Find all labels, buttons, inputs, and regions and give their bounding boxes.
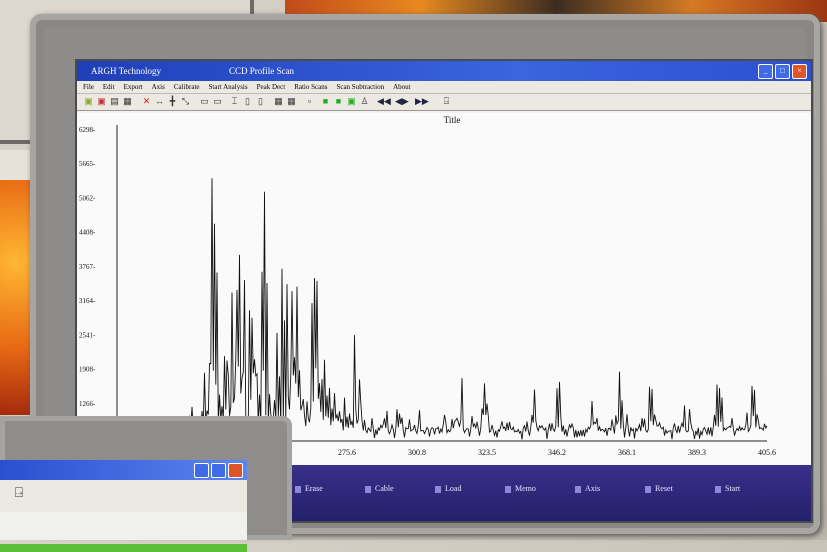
x-tick-label: 405.6 [758,448,776,457]
x-tick-label: 368.1 [618,448,636,457]
arrows-icon[interactable]: ↔ [155,96,164,106]
front-status-strip [0,544,247,552]
close-button[interactable]: × [792,64,807,79]
fast-forward-icon[interactable]: ▶▶ [415,96,429,106]
rewind-icon[interactable]: ◀◀ [377,96,391,106]
cut-icon[interactable]: ✕ [142,96,151,106]
door-exit-icon[interactable]: ⍈ [443,96,450,106]
x-tick-label: 346.2 [548,448,566,457]
green-stop-icon[interactable]: ■ [335,96,342,106]
application-window: ARGH Technology CCD Profile Scan _ □ × F… [75,59,813,523]
menu-bar: File Edit Export Axis Calibrate Start An… [77,81,811,94]
green-start-icon[interactable]: ■ [322,96,329,106]
open-icon[interactable]: ▣ [84,96,93,106]
menu-edit[interactable]: Edit [102,83,115,91]
copy-icon[interactable]: ▣ [347,96,356,106]
front-minimize-button[interactable] [194,463,209,478]
peak-icon[interactable]: ▭ [213,96,222,106]
y-tick-label: 5062- [79,194,96,202]
app-title: ARGH Technology [91,66,161,76]
chart-title: Title [444,115,461,125]
spectrum-line-series [116,178,768,440]
load-button[interactable]: Load [435,481,461,497]
y-tick-label: 4408- [79,229,96,237]
toolbar: ▣ ▣ ▤ ▦ ✕ ↔ ╋ ⤡ ▭ ▭ ⌶ ▯ ▯ ▦ ▦ ▫ ■ ■ ▣ ♙ … [77,94,811,111]
erase-button[interactable]: Erase [295,481,323,497]
y-tick-label: 1266- [79,400,96,408]
prev-next-icon[interactable]: ◀▶ [395,96,409,106]
menu-scan-subtraction[interactable]: Scan Subtraction [336,83,385,91]
cursor-icon[interactable]: ╋ [169,96,176,106]
reset-button[interactable]: Reset [645,481,673,497]
front-maximize-button[interactable] [211,463,226,478]
y-tick-label: 3767- [79,263,96,271]
menu-start-analysis[interactable]: Start Analysis [208,83,248,91]
x-tick-label: 389.3 [688,448,706,457]
y-tick-label: 6298- [79,126,96,134]
front-monitor-frame: ⍈ [0,416,292,552]
front-toolbar: ⍈ [0,480,247,512]
menu-file[interactable]: File [83,83,94,91]
plot-icon[interactable]: ⌶ [231,96,238,106]
start-button[interactable]: Start [715,481,740,497]
zoom-icon[interactable]: ⤡ [181,96,190,106]
axis-button[interactable]: Axis [575,481,600,497]
print-preview-icon[interactable]: ▦ [123,96,132,106]
square-icon[interactable]: ▫ [307,96,312,106]
menu-about[interactable]: About [393,83,411,91]
save-icon[interactable]: ▣ [97,96,106,106]
x-tick-label: 300.8 [408,448,426,457]
grid-icon[interactable]: ▭ [200,96,209,106]
y-tick-label: 3164- [79,297,96,305]
chart-icon[interactable]: ▦ [287,96,296,106]
minimize-button[interactable]: _ [758,64,773,79]
document-title: CCD Profile Scan [229,66,294,76]
spectrum-chart: Title 6298- 5665- 5062- 4408- 3767- 3164- 2541-… [79,115,776,457]
table-icon[interactable]: ▦ [274,96,283,106]
front-door-exit-icon[interactable]: ⍈ [14,486,24,501]
list-icon[interactable]: ▯ [245,96,250,106]
front-application-window: ⍈ [0,460,247,552]
menu-peak-dect[interactable]: Peak Dect [256,83,286,91]
menu-export[interactable]: Export [123,83,143,91]
person-icon[interactable]: ♙ [360,96,369,106]
chart-area: Title 6298- 5665- 5062- 4408- 3767- 3164- 2541-… [77,113,811,465]
print-icon[interactable]: ▤ [110,96,119,106]
y-tick-label: 5665- [79,160,96,168]
marker-icon[interactable]: ▯ [258,96,263,106]
x-tick-label: 323.5 [478,448,496,457]
maximize-button[interactable]: □ [775,64,790,79]
y-tick-label: 2541- [79,331,96,339]
memo-button[interactable]: Memo [505,481,536,497]
menu-calibrate[interactable]: Calibrate [173,83,200,91]
menu-ratio-scans[interactable]: Ratio Scans [294,83,328,91]
cable-button[interactable]: Cable [365,481,394,497]
y-tick-label: 1908- [79,366,96,374]
front-title-bar [0,460,247,480]
title-bar: ARGH Technology CCD Profile Scan _ □ × [77,61,811,81]
front-close-button[interactable] [228,463,243,478]
menu-axis[interactable]: Axis [151,83,165,91]
x-tick-label: 275.6 [338,448,356,457]
